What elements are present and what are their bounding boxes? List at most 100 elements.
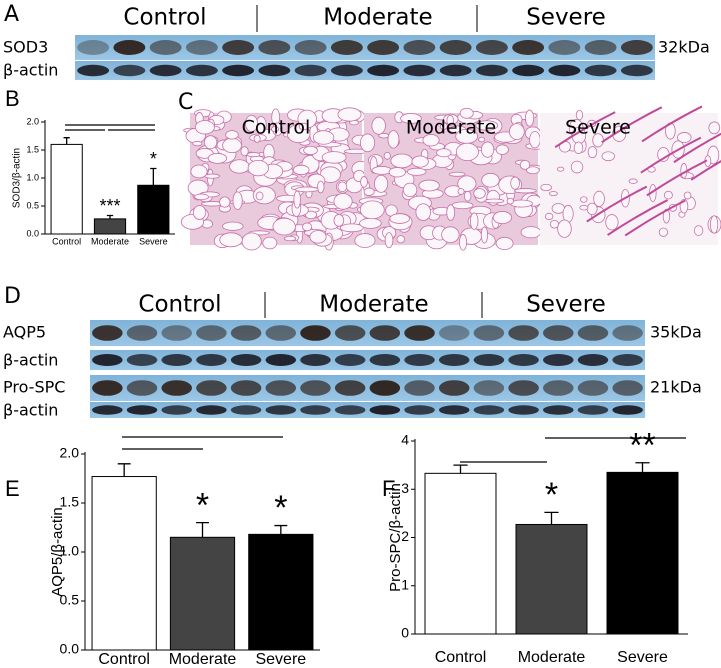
- alveolus: [219, 232, 243, 248]
- band: [300, 354, 331, 366]
- x-tick-label: Control: [435, 649, 487, 666]
- band: [300, 380, 331, 396]
- band: [185, 40, 218, 55]
- band: [369, 380, 401, 396]
- alveolus: [303, 145, 318, 155]
- band: [508, 354, 539, 366]
- alveolus: [548, 191, 558, 197]
- x-tick-label: Control: [52, 236, 81, 246]
- band: [577, 354, 609, 366]
- band: [577, 405, 609, 415]
- band: [161, 354, 192, 366]
- alveolus: [384, 232, 394, 249]
- alveolus: [446, 114, 454, 126]
- alveolus: [451, 201, 474, 210]
- band: [196, 325, 227, 341]
- alveolus: [459, 107, 474, 119]
- y-axis-label: AQP5/β-actin: [49, 507, 66, 597]
- alveolus: [439, 122, 448, 130]
- band: [512, 40, 545, 55]
- alveolus: [587, 146, 598, 159]
- significance-lines: [65, 124, 686, 463]
- alveolus: [683, 191, 692, 200]
- band: [92, 325, 123, 341]
- band: [438, 354, 470, 366]
- alveolus: [390, 153, 413, 169]
- band: [612, 380, 643, 396]
- alveolus: [240, 146, 249, 157]
- y-tick-label: 0.5: [60, 592, 80, 608]
- error-bar: [117, 463, 131, 477]
- band: [404, 380, 435, 396]
- alveolus: [520, 226, 542, 239]
- alveolus: [337, 107, 362, 122]
- band: [369, 354, 401, 366]
- band: [230, 405, 262, 415]
- tissue-strand: [641, 105, 703, 143]
- alveolus: [509, 123, 525, 141]
- y-axis-label: SOD3/β-actin: [12, 148, 23, 208]
- panel-label: D: [4, 284, 21, 309]
- error-bar: [150, 167, 157, 186]
- y-tick-label: 0.0: [60, 641, 80, 657]
- alveolus: [246, 152, 261, 158]
- alveolus: [693, 225, 704, 236]
- tissue-strand: [554, 111, 616, 148]
- bar: [50, 143, 83, 235]
- band: [196, 405, 227, 415]
- alveolus: [514, 188, 537, 194]
- band: [543, 354, 574, 366]
- alveolus: [396, 235, 406, 244]
- alveolus: [354, 233, 376, 248]
- band: [508, 325, 539, 341]
- alveolus: [262, 236, 278, 250]
- alveolus: [448, 171, 466, 177]
- band: [612, 325, 643, 341]
- alveolus: [540, 183, 552, 192]
- band: [126, 325, 158, 341]
- band: [612, 405, 643, 415]
- alveolus: [406, 167, 427, 176]
- alveolus: [241, 232, 262, 251]
- significance: ***: [99, 196, 120, 216]
- band: [620, 64, 653, 77]
- alveolus: [333, 193, 353, 210]
- bar: [606, 471, 679, 635]
- tissue-strand: [607, 199, 669, 236]
- significance: **: [629, 426, 655, 464]
- band: [403, 40, 436, 55]
- bar: [93, 218, 127, 235]
- alveolus: [371, 166, 393, 175]
- alveolus: [469, 212, 479, 230]
- band: [620, 40, 653, 55]
- y-tick-label: 1.5: [26, 144, 39, 154]
- alveolus: [359, 217, 382, 229]
- row-label: AQP5: [3, 323, 46, 342]
- alveolus: [579, 196, 588, 203]
- error-bar: [544, 511, 559, 525]
- band: [265, 354, 297, 366]
- y-tick-label: 0.0: [26, 228, 39, 238]
- band: [577, 380, 609, 396]
- row-label: Pro-SPC: [3, 378, 65, 397]
- y-axis-label: Pro-SPC/β-actin: [387, 483, 404, 592]
- band: [404, 325, 435, 341]
- band: [161, 325, 192, 341]
- panel-label: B: [5, 86, 20, 111]
- bar: [248, 533, 314, 651]
- alveolus: [663, 190, 673, 200]
- band: [438, 405, 470, 415]
- band: [438, 380, 470, 396]
- band: [113, 64, 146, 77]
- alveolus: [207, 153, 228, 164]
- band: [473, 380, 505, 396]
- alveolus: [526, 166, 540, 175]
- band: [294, 64, 327, 77]
- band: [473, 325, 505, 341]
- alveolus: [271, 126, 280, 133]
- band: [577, 325, 609, 341]
- alveolus: [283, 235, 297, 242]
- panel-label: E: [5, 476, 20, 501]
- band: [149, 40, 182, 55]
- band: [404, 405, 435, 415]
